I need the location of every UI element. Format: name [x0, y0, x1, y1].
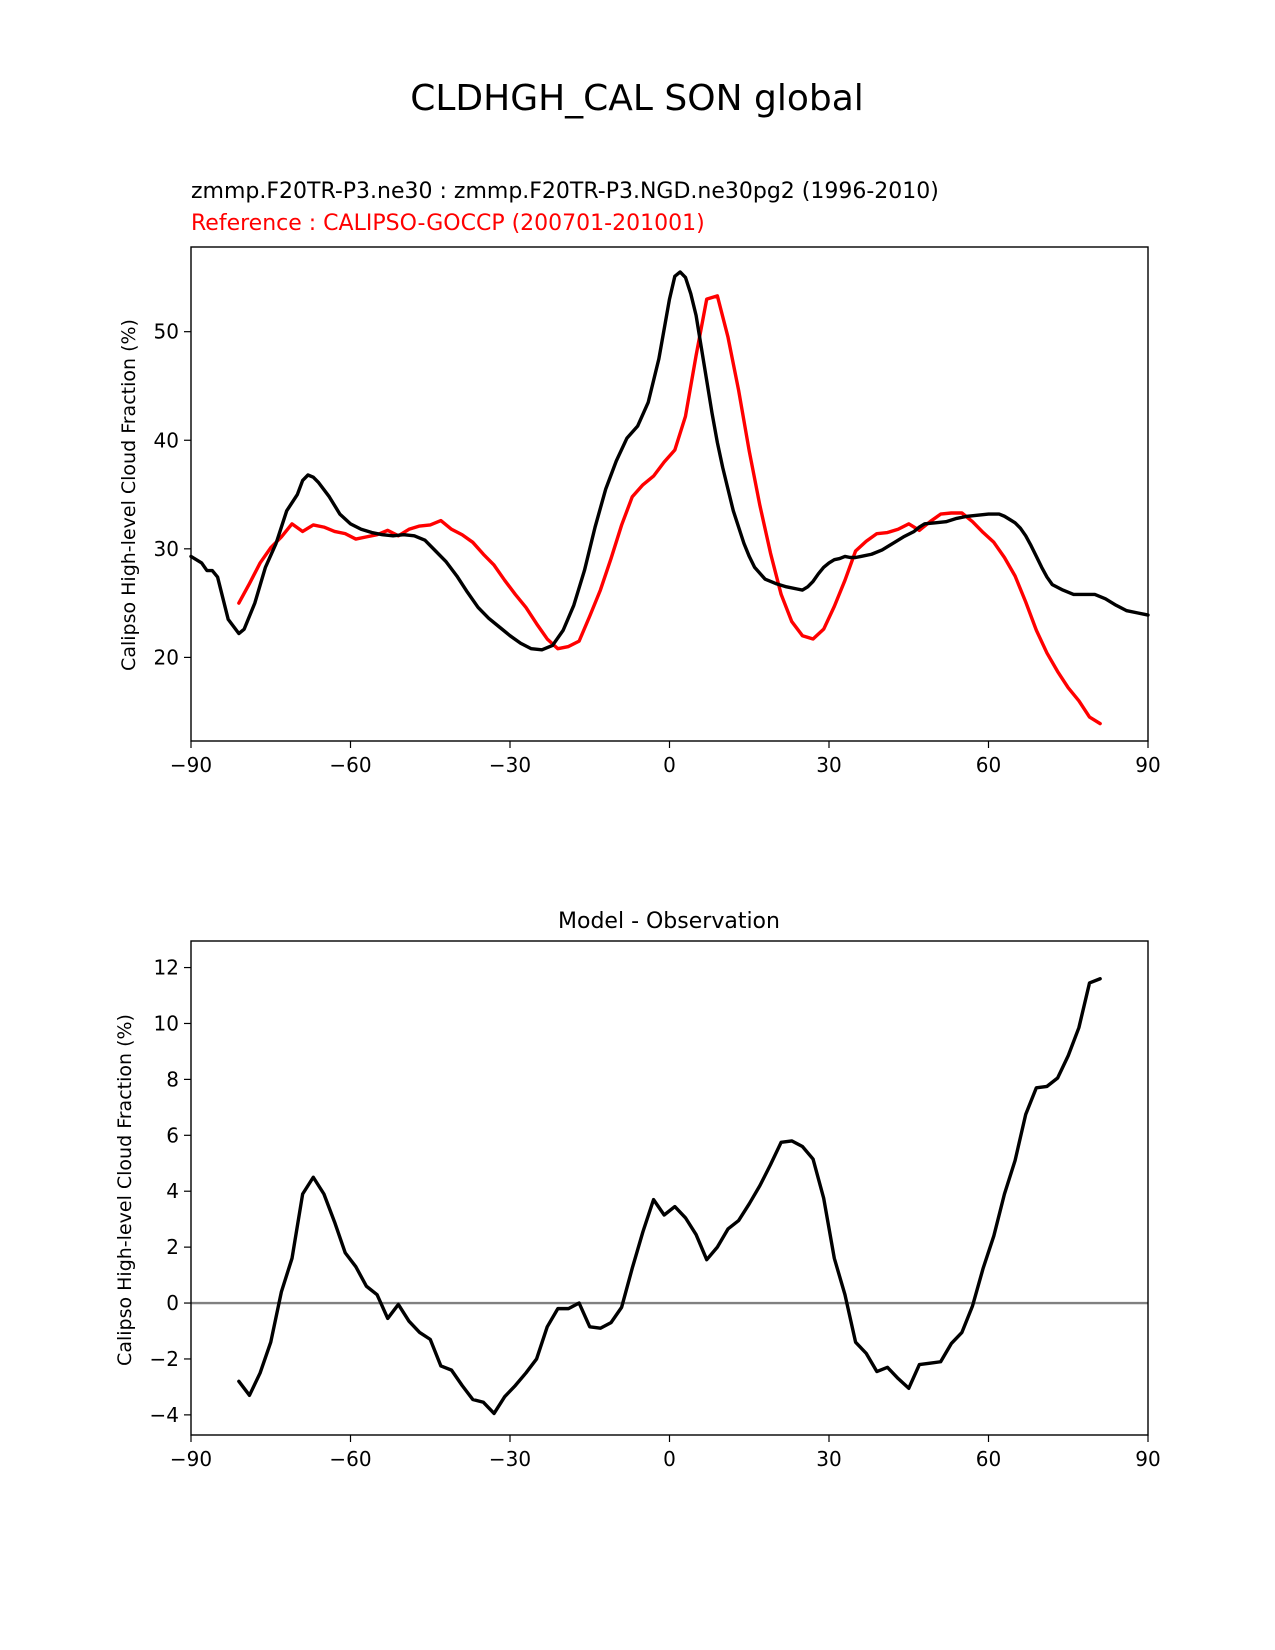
top-ytick-label: 50 — [154, 320, 179, 344]
top-xtick-label: −90 — [170, 753, 212, 777]
top-ytick-label: 30 — [154, 537, 179, 561]
bottom-ytick-label: 2 — [166, 1235, 179, 1259]
bottom-ytick-label: 10 — [154, 1011, 179, 1035]
bottom-panel: Model - Observation Calipso High-level C… — [114, 909, 1161, 1471]
top-ytick-label: 20 — [154, 645, 179, 669]
top-plot-frame — [190, 246, 1149, 742]
bottom-plot-frame — [190, 940, 1149, 1436]
top-xtick-label: −60 — [329, 753, 371, 777]
bottom-ytick-label: 6 — [166, 1123, 179, 1147]
bottom-xtick-label: 30 — [816, 1447, 841, 1471]
bottom-ytick-label: 8 — [166, 1067, 179, 1091]
top-xtick-label: 60 — [976, 753, 1001, 777]
top-xtick-label: −30 — [489, 753, 531, 777]
top-ytick-label: 40 — [154, 428, 179, 452]
bottom-series-line-1 — [237, 977, 1102, 1416]
top-title-reference: Reference : CALIPSO-GOCCP (200701-201001… — [191, 211, 705, 236]
top-xtick-label: 90 — [1135, 753, 1160, 777]
bottom-xtick-label: 90 — [1135, 1447, 1160, 1471]
bottom-ytick-label: −2 — [150, 1347, 179, 1371]
top-xtick-label: 0 — [663, 753, 676, 777]
bottom-ytick-label: −4 — [150, 1403, 179, 1427]
top-series-line-2 — [237, 294, 1102, 726]
bottom-ytick-label: 0 — [166, 1291, 179, 1315]
bottom-series-group — [191, 977, 1148, 1416]
bottom-xtick-label: 60 — [976, 1447, 1001, 1471]
bottom-xtick-label: −30 — [489, 1447, 531, 1471]
top-title-test: zmmp.F20TR-P3.ne30 : zmmp.F20TR-P3.NGD.n… — [191, 179, 939, 204]
top-series-group — [189, 270, 1150, 726]
bottom-axis-ticks: −90 −60 −30 0 30 60 90 −4 −2 0 2 4 6 8 10 12 — [150, 956, 1161, 1471]
figure-suptitle: CLDHGH_CAL SON global — [410, 78, 864, 119]
top-panel: zmmp.F20TR-P3.ne30 : zmmp.F20TR-P3.NGD.n… — [118, 179, 1161, 777]
top-series-line-1 — [189, 270, 1150, 652]
bottom-ytick-label: 4 — [166, 1179, 179, 1203]
top-axis-ticks: −90 −60 −30 0 30 60 90 20 30 40 50 — [154, 320, 1161, 777]
top-ylabel: Calipso High-level Cloud Fraction (%) — [118, 319, 140, 671]
bottom-title: Model - Observation — [558, 909, 780, 934]
bottom-ytick-label: 12 — [154, 956, 179, 980]
bottom-ylabel: Calipso High-level Cloud Fraction (%) — [114, 1014, 136, 1366]
bottom-xtick-label: −90 — [170, 1447, 212, 1471]
bottom-xtick-label: 0 — [663, 1447, 676, 1471]
top-xtick-label: 30 — [816, 753, 841, 777]
bottom-xtick-label: −60 — [329, 1447, 371, 1471]
